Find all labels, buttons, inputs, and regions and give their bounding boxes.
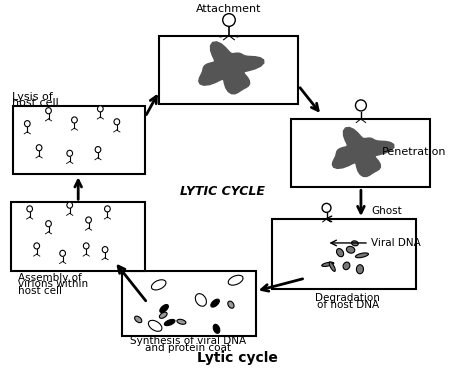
Ellipse shape (343, 262, 350, 270)
Ellipse shape (86, 217, 91, 223)
Text: LYTIC CYCLE: LYTIC CYCLE (181, 185, 265, 197)
Bar (121, 271, 256, 335)
Ellipse shape (46, 221, 51, 227)
Ellipse shape (228, 275, 243, 285)
Text: Viral DNA: Viral DNA (371, 238, 421, 248)
Polygon shape (332, 128, 394, 177)
Ellipse shape (46, 108, 51, 114)
Text: Attachment: Attachment (196, 4, 262, 14)
Ellipse shape (160, 304, 168, 313)
Ellipse shape (164, 319, 175, 326)
Ellipse shape (60, 250, 65, 257)
Ellipse shape (177, 319, 186, 324)
Ellipse shape (95, 147, 101, 153)
Ellipse shape (356, 100, 366, 111)
Ellipse shape (337, 249, 344, 257)
Ellipse shape (356, 265, 364, 274)
Text: of host DNA: of host DNA (317, 300, 379, 310)
Ellipse shape (83, 243, 89, 249)
Ellipse shape (346, 246, 355, 253)
Ellipse shape (135, 316, 142, 323)
Bar (159, 36, 298, 104)
Ellipse shape (67, 150, 73, 156)
Ellipse shape (36, 145, 42, 151)
Ellipse shape (67, 202, 73, 208)
Text: virions within: virions within (18, 279, 88, 289)
Ellipse shape (228, 301, 234, 308)
Text: Assembly of: Assembly of (18, 273, 82, 283)
Text: Penetration: Penetration (382, 147, 447, 157)
Ellipse shape (322, 262, 334, 266)
Ellipse shape (148, 320, 162, 331)
Bar (291, 119, 430, 187)
Text: Lysis of: Lysis of (12, 92, 53, 102)
Ellipse shape (114, 119, 120, 125)
Text: host cell: host cell (12, 98, 58, 108)
Bar (273, 219, 416, 289)
Ellipse shape (322, 203, 331, 212)
Ellipse shape (329, 262, 335, 272)
Ellipse shape (211, 299, 219, 307)
Ellipse shape (102, 246, 108, 253)
Ellipse shape (159, 312, 167, 318)
Ellipse shape (72, 117, 77, 123)
Text: Synthesis of viral DNA: Synthesis of viral DNA (130, 335, 246, 346)
Text: host cell: host cell (18, 286, 62, 296)
Text: Lytic cycle: Lytic cycle (197, 351, 277, 365)
Ellipse shape (34, 243, 40, 249)
Ellipse shape (352, 241, 358, 246)
Text: and protein coat: and protein coat (146, 343, 231, 353)
Ellipse shape (98, 106, 103, 112)
Bar (11, 202, 145, 271)
Ellipse shape (151, 280, 166, 290)
Ellipse shape (27, 206, 33, 212)
Ellipse shape (223, 14, 235, 26)
Bar (13, 106, 145, 174)
Ellipse shape (25, 121, 30, 127)
Text: Degradation: Degradation (315, 293, 380, 303)
Ellipse shape (356, 253, 368, 258)
Ellipse shape (195, 294, 206, 306)
Polygon shape (199, 42, 264, 94)
Ellipse shape (105, 206, 110, 212)
Ellipse shape (213, 324, 220, 333)
Text: Ghost: Ghost (371, 206, 402, 217)
